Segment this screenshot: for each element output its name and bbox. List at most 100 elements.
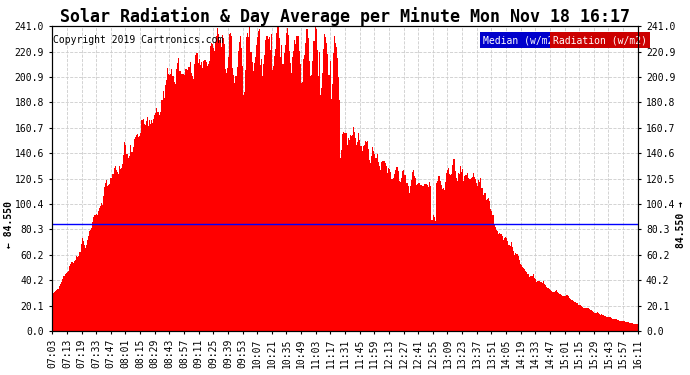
Bar [363,146,364,331]
Bar [344,133,346,331]
Bar [633,324,634,331]
Bar [388,168,389,331]
Bar [120,169,121,331]
Bar [416,185,417,331]
Bar [576,303,578,331]
Bar [305,43,306,331]
Bar [284,53,285,331]
Bar [333,53,334,331]
Bar [252,62,253,331]
Bar [595,313,597,331]
Bar [526,272,527,331]
Text: Copyright 2019 Cartronics.com: Copyright 2019 Cartronics.com [53,35,224,45]
Bar [83,244,85,331]
Bar [334,36,335,331]
Bar [569,298,570,331]
Bar [117,172,118,331]
Bar [87,240,88,331]
Bar [302,81,303,331]
Bar [143,119,144,331]
Bar [237,51,239,331]
Bar [354,132,355,331]
Bar [186,69,188,331]
Bar [256,45,257,331]
Bar [332,84,333,331]
Bar [508,245,509,331]
Bar [601,314,602,331]
Bar [442,189,443,331]
Bar [360,146,362,331]
Bar [417,184,418,331]
Bar [430,186,431,331]
Bar [201,62,202,331]
Bar [320,95,321,331]
Bar [482,188,484,331]
Bar [135,136,136,331]
Bar [405,175,406,331]
Bar [268,37,270,331]
Bar [437,181,438,331]
Bar [475,179,476,331]
Bar [327,54,328,331]
Bar [367,141,368,331]
Bar [492,214,493,331]
Bar [465,176,466,331]
Bar [466,174,467,331]
Bar [103,196,104,331]
Bar [551,291,552,331]
Bar [291,73,292,331]
Bar [278,26,279,331]
Bar [126,154,128,331]
Bar [336,47,337,331]
Bar [543,281,544,331]
Bar [495,227,496,331]
Bar [432,220,433,331]
Bar [231,36,233,331]
Bar [128,156,130,331]
Bar [89,231,90,331]
Bar [364,146,365,331]
Bar [605,316,607,331]
Bar [396,167,397,331]
Bar [328,75,330,331]
Bar [199,60,200,331]
Bar [297,36,299,331]
Bar [326,43,327,331]
Bar [250,52,252,331]
Bar [371,156,372,331]
Bar [276,33,277,331]
Bar [549,289,550,331]
Bar [580,306,582,331]
Bar [408,194,410,331]
Bar [223,38,224,331]
Bar [486,200,488,331]
Bar [524,269,525,331]
Bar [295,44,297,331]
Bar [219,40,221,331]
Bar [380,170,381,331]
Bar [531,276,533,331]
Bar [584,308,585,331]
Bar [591,310,592,331]
Bar [587,308,588,331]
Bar [585,308,586,331]
Bar [225,69,226,331]
Bar [558,292,559,331]
Bar [150,124,151,331]
Bar [629,322,630,331]
Bar [227,68,228,331]
Bar [214,51,215,331]
Bar [366,142,367,331]
Bar [266,36,268,331]
Bar [303,60,304,331]
Bar [497,231,498,331]
Bar [387,173,388,331]
Bar [144,124,145,331]
Bar [443,188,444,331]
Bar [242,66,243,331]
Bar [286,33,287,331]
Bar [507,241,508,331]
Bar [589,309,590,331]
Bar [141,120,143,331]
Bar [206,66,208,331]
